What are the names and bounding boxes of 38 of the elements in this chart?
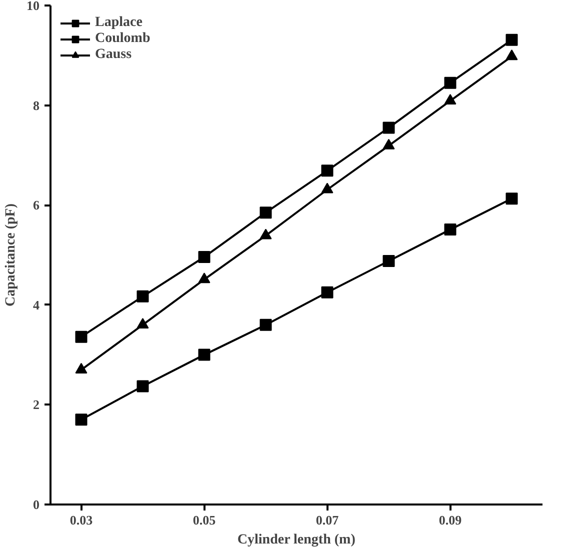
y-tick-label: 8: [33, 98, 40, 113]
legend-label: Laplace: [95, 15, 142, 31]
y-tick-label: 4: [33, 297, 40, 312]
x-tick-label: 0.09: [438, 512, 462, 528]
x-axis-title: Cylinder length (m): [237, 532, 356, 548]
point: [382, 138, 395, 150]
point: [506, 192, 518, 205]
legend-label: Coulomb: [95, 31, 150, 47]
legend-label: Gauss: [95, 47, 132, 63]
point: [506, 34, 518, 46]
point: [198, 272, 210, 284]
x-tick-label: 0.07: [316, 512, 340, 528]
point: [136, 380, 149, 392]
x-tick-label: 0.03: [70, 512, 94, 528]
y-axis-title: Capacitance (pF): [4, 203, 18, 307]
point: [321, 286, 334, 298]
point: [136, 318, 149, 329]
point: [260, 318, 272, 331]
y-tick-label: 2: [33, 397, 40, 412]
point: [260, 206, 272, 219]
point: [75, 414, 88, 426]
y-tick-label: 6: [33, 198, 40, 213]
point: [382, 254, 395, 267]
point: [75, 330, 88, 343]
point: [444, 76, 456, 89]
y-tick-label: 10: [26, 0, 40, 13]
point: [136, 290, 149, 302]
y-tick-label: 0: [33, 497, 40, 512]
point: [382, 122, 395, 134]
point: [444, 224, 456, 236]
point: [321, 164, 334, 177]
point: [444, 94, 456, 104]
point: [321, 182, 334, 194]
point: [260, 228, 272, 240]
point: [506, 50, 518, 60]
point: [198, 348, 210, 361]
x-tick-label: 0.05: [192, 512, 216, 528]
point: [198, 250, 210, 263]
